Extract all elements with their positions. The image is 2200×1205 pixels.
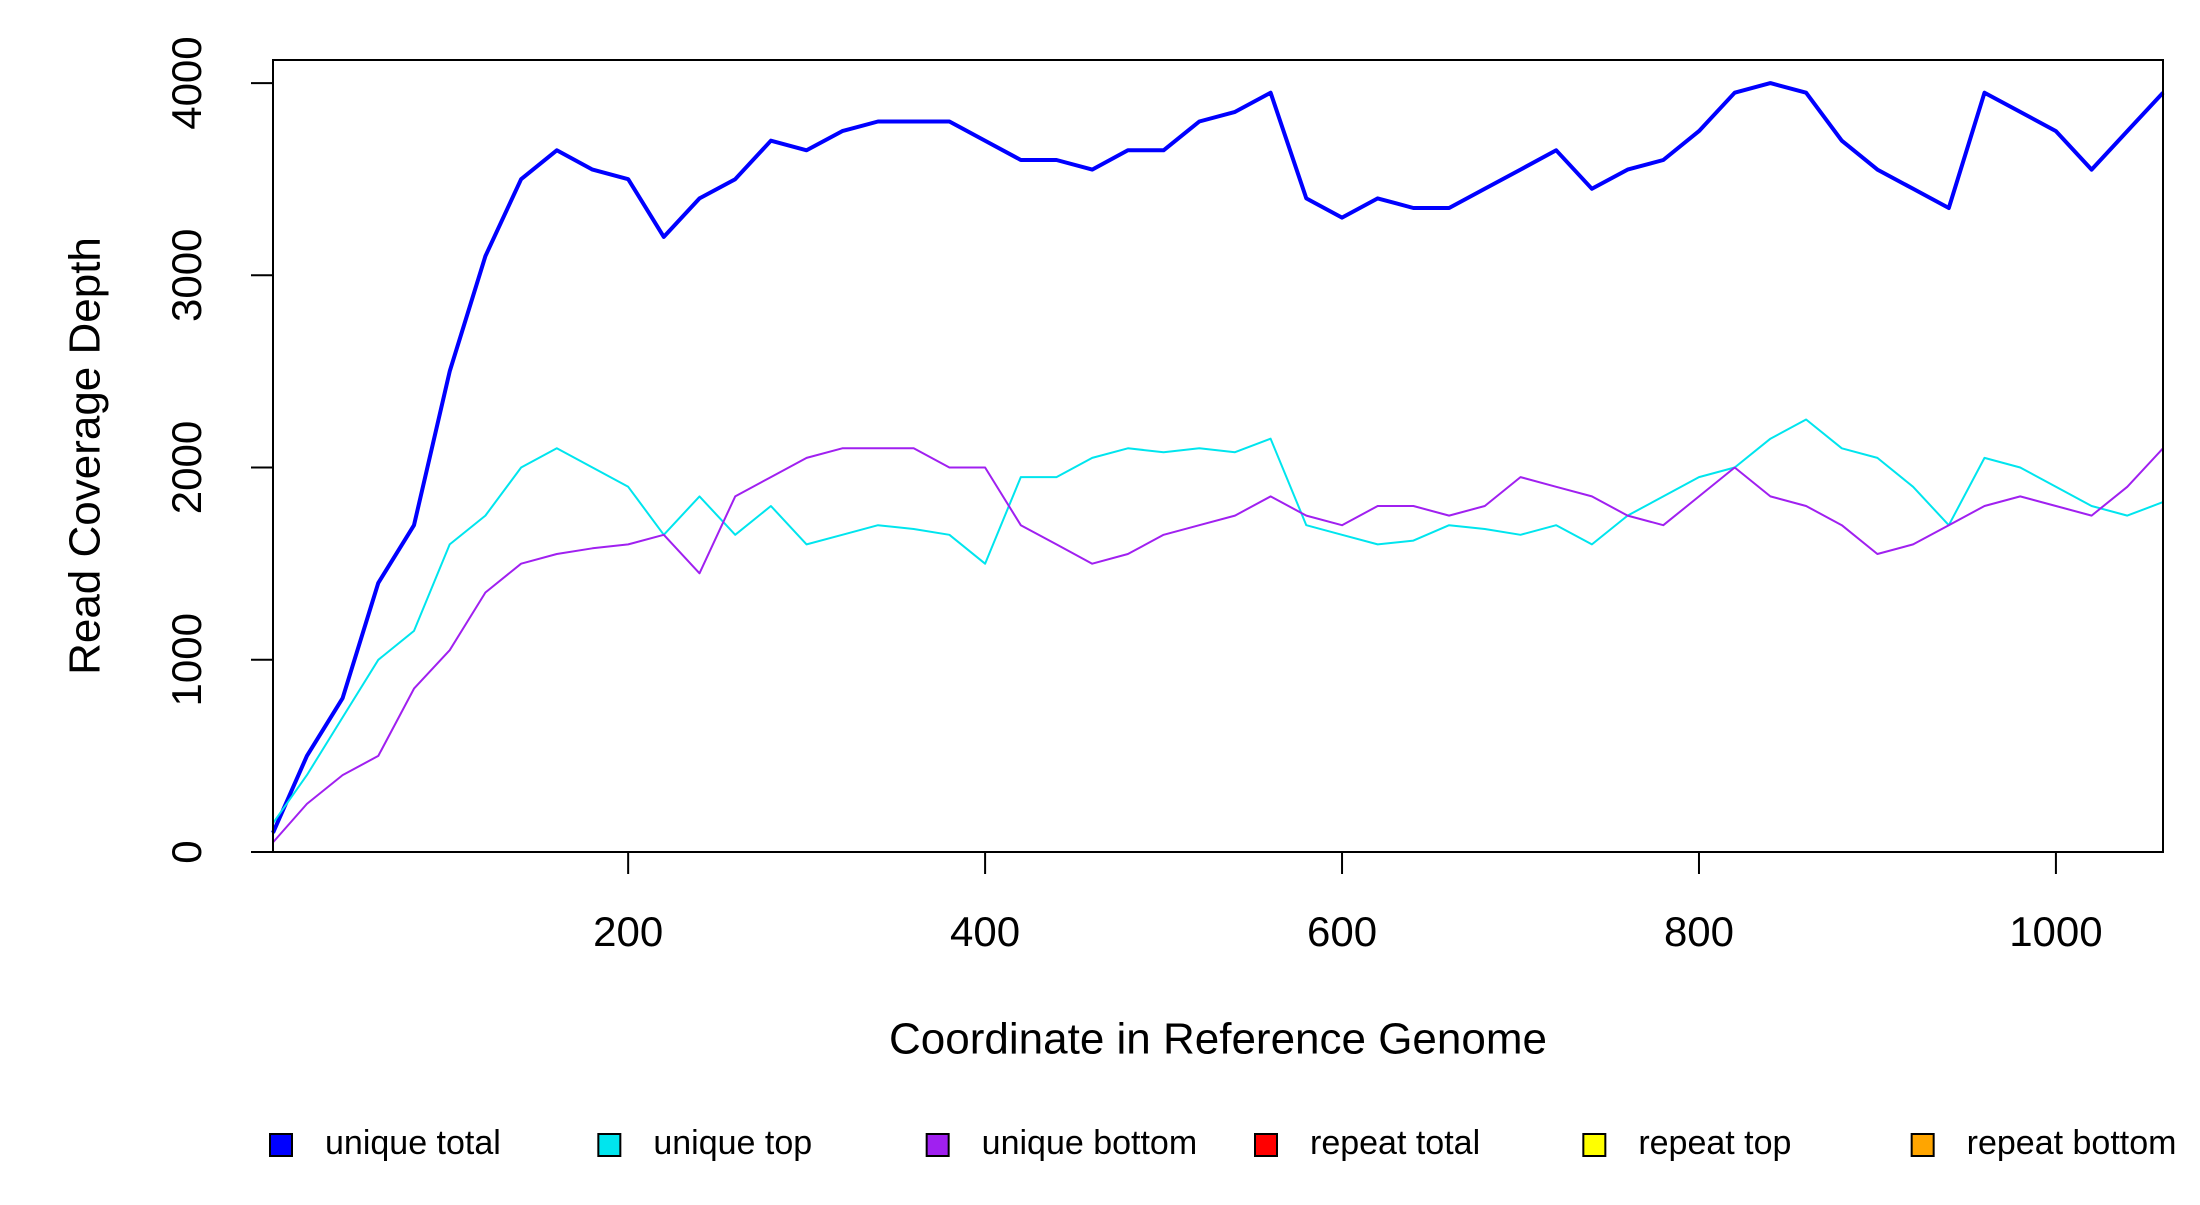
y-axis-title: Read Coverage Depth bbox=[61, 237, 110, 675]
y-tick-label: 4000 bbox=[163, 36, 210, 129]
x-tick-label: 400 bbox=[950, 908, 1020, 955]
legend-label: unique top bbox=[653, 1124, 812, 1162]
legend-marker bbox=[1582, 1133, 1607, 1157]
legend-label: unique bottom bbox=[982, 1124, 1198, 1162]
legend-label: repeat top bbox=[1638, 1124, 1791, 1162]
legend-marker bbox=[1910, 1133, 1935, 1157]
legend-marker bbox=[597, 1133, 622, 1157]
y-tick-label: 2000 bbox=[163, 421, 210, 514]
series-line bbox=[272, 418, 2164, 824]
legend-marker bbox=[925, 1133, 950, 1157]
legend-label: repeat total bbox=[1310, 1124, 1480, 1162]
legend-label: unique total bbox=[325, 1124, 501, 1162]
series-line bbox=[272, 447, 2164, 844]
x-tick-label: 600 bbox=[1307, 908, 1377, 955]
y-tick-label: 3000 bbox=[163, 229, 210, 322]
y-tick-label: 1000 bbox=[163, 613, 210, 706]
x-tick-label: 200 bbox=[593, 908, 663, 955]
legend-marker bbox=[269, 1133, 293, 1157]
y-tick-label: 0 bbox=[163, 840, 210, 863]
plot-frame bbox=[272, 59, 2164, 853]
x-tick-label: 1000 bbox=[2009, 908, 2102, 955]
x-axis-title: Coordinate in Reference Genome bbox=[889, 1015, 1547, 1064]
legend-marker bbox=[1254, 1133, 1278, 1157]
legend-label: repeat bottom bbox=[1967, 1124, 2177, 1162]
series-line bbox=[271, 81, 2165, 834]
x-tick-label: 800 bbox=[1664, 908, 1734, 955]
